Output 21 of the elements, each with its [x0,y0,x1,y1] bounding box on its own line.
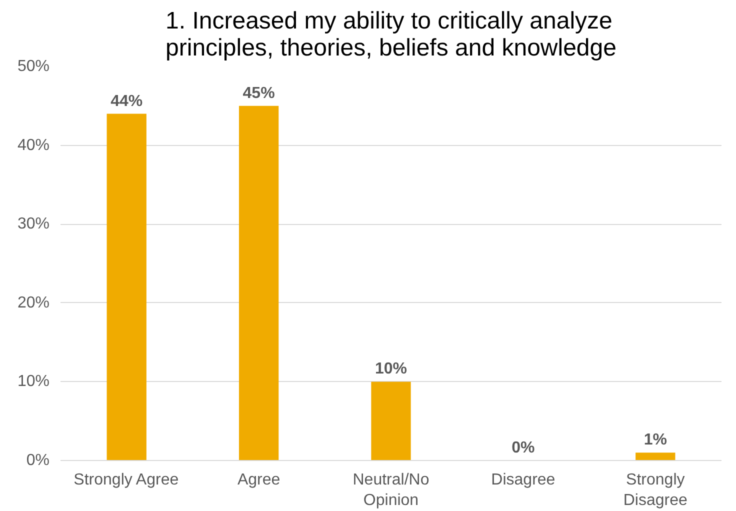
x-tick-label: Neutral/No Opinion [352,472,430,509]
bar [636,452,676,460]
x-tick-label: Strongly Agree [74,472,179,488]
y-tick-label: 20% [17,294,50,312]
x-tick-label: Agree [237,472,280,488]
data-label: 44% [110,92,143,110]
y-tick-label: 0% [26,452,50,469]
bar [371,382,411,460]
data-label: 45% [242,84,275,102]
data-label: 1% [644,432,667,449]
x-tick-label: Disagree [491,472,556,488]
data-label: 10% [374,360,408,378]
y-tick-label: 50% [17,58,50,75]
bar [106,114,146,460]
y-tick-label: 30% [17,216,50,233]
y-tick-label: 10% [17,373,50,390]
y-tick-label: 40% [17,136,50,154]
data-label: 0% [512,440,535,456]
x-tick-label: Strongly Disagree [623,472,688,509]
bar [238,106,279,460]
chart-title: 1. Increased my ability to critically analyze principles, theories, beliefs and knowledge [166,8,616,62]
